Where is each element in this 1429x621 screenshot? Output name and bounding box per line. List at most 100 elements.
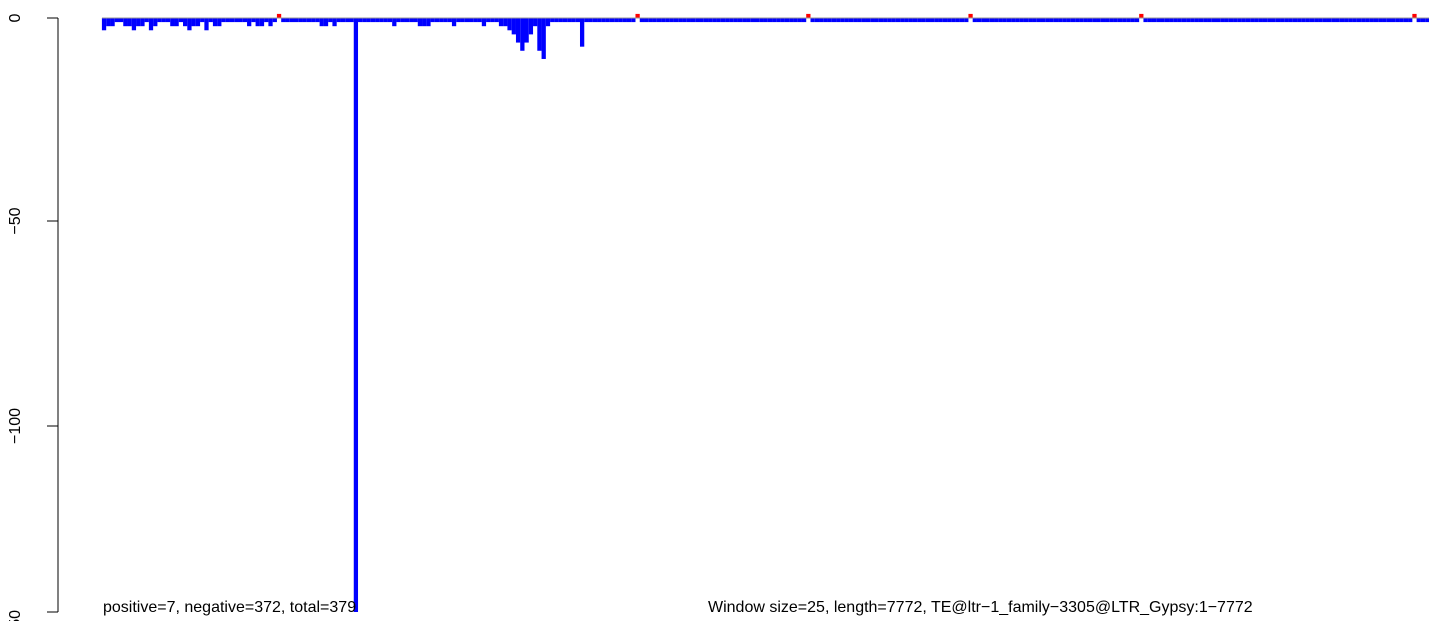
bar: [289, 18, 294, 23]
bar: [1079, 18, 1084, 23]
bar: [1416, 18, 1421, 23]
bar: [456, 18, 461, 23]
bar: [1207, 18, 1212, 23]
bar: [827, 18, 832, 23]
bar: [1011, 18, 1016, 23]
bar: [750, 18, 755, 23]
bar: [1117, 18, 1123, 23]
bar: [776, 18, 781, 23]
bar: [1134, 18, 1140, 23]
bar: [921, 18, 926, 23]
bar: [221, 18, 226, 23]
bar: [1015, 18, 1020, 23]
bar: [217, 18, 222, 27]
bar: [170, 18, 175, 27]
bar: [597, 18, 602, 23]
bar: [746, 18, 751, 23]
bar: [1006, 18, 1012, 23]
bar: [494, 18, 499, 23]
bar: [1250, 18, 1255, 23]
bar: [985, 18, 990, 23]
bar: [1216, 18, 1221, 23]
bar: [1258, 18, 1263, 23]
bar: [819, 18, 824, 23]
bar: [1190, 18, 1195, 23]
bar: [601, 18, 606, 23]
bar: [1040, 18, 1046, 23]
bar: [264, 18, 269, 23]
bar: [430, 18, 435, 23]
bar: [345, 18, 350, 23]
bar: [285, 18, 290, 23]
bar: [1198, 18, 1204, 23]
bar: [460, 18, 465, 23]
bar: [1365, 18, 1370, 23]
bar: [490, 18, 495, 23]
bar: [759, 18, 764, 23]
bar: [204, 18, 209, 31]
bar: [400, 18, 405, 23]
bar: [375, 18, 380, 23]
bar: [1126, 18, 1131, 23]
bar: [840, 18, 845, 23]
bar: [396, 18, 401, 23]
bar: [503, 18, 508, 27]
bar: [426, 18, 431, 27]
bar: [1066, 18, 1071, 23]
bar: [1318, 18, 1323, 23]
bar: [1382, 18, 1387, 23]
bar: [1391, 18, 1396, 23]
bar: [900, 18, 905, 23]
bar: [1262, 18, 1268, 23]
bar: [1267, 18, 1272, 23]
bar: [1186, 18, 1191, 23]
bar: [989, 18, 995, 23]
bar: [404, 18, 410, 23]
bar: [1092, 18, 1097, 23]
bar: [464, 18, 470, 23]
bar: [1386, 18, 1392, 23]
bar: [1420, 18, 1426, 23]
bar: [865, 18, 871, 23]
bar: [1292, 18, 1298, 23]
bar: [571, 18, 576, 23]
y-tick-label: −100: [7, 408, 24, 444]
y-tick-label: 0: [7, 13, 24, 22]
bar: [541, 18, 546, 59]
bar: [379, 18, 384, 23]
bar: [1228, 18, 1234, 23]
bar: [123, 18, 128, 27]
bar: [451, 18, 457, 27]
bar: [1075, 18, 1080, 23]
bar: [708, 18, 713, 23]
bar: [1143, 18, 1148, 23]
bar: [1139, 13, 1144, 18]
bar: [1331, 18, 1336, 23]
bar: [1045, 18, 1050, 23]
bar: [417, 18, 423, 27]
bar: [328, 18, 333, 23]
bar: [729, 18, 734, 23]
window-info-annotation: Window size=25, length=7772, TE@ltr−1_fa…: [708, 599, 1253, 616]
bar: [554, 18, 559, 23]
bar: [507, 18, 512, 31]
bar: [1160, 18, 1165, 23]
bar: [140, 18, 145, 27]
bar: [814, 18, 820, 23]
bar: [255, 18, 260, 27]
bar: [340, 18, 346, 23]
bar: [1412, 13, 1417, 18]
bar: [793, 18, 798, 23]
y-tick-label: −150: [7, 610, 24, 621]
bar: [200, 18, 205, 23]
bar: [930, 18, 935, 23]
bar: [605, 18, 610, 23]
bar: [315, 18, 320, 23]
bar: [106, 18, 111, 27]
y-tick-label: −50: [7, 207, 24, 234]
bar: [148, 18, 154, 31]
bar: [165, 18, 171, 23]
bar: [968, 13, 973, 18]
bar: [1109, 18, 1114, 23]
bar: [801, 18, 807, 23]
